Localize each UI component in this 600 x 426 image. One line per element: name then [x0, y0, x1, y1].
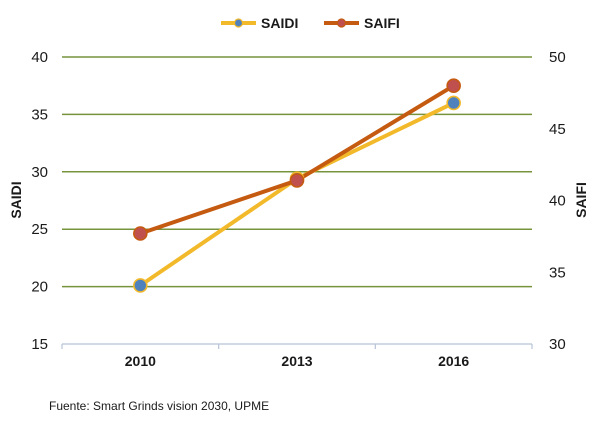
- y-right-tick-label: 40: [549, 193, 566, 210]
- axes: 15 20 25 30 35 40 30 35 40 45 50 2010 2013 2016: [31, 49, 565, 369]
- y-left-tick-label: 20: [31, 279, 48, 296]
- legend-marker-saidi: [233, 18, 244, 28]
- legend: SAIDI SAIFI: [221, 15, 400, 31]
- y-right-tick-label: 45: [549, 121, 566, 138]
- source-footnote: Fuente: Smart Grinds vision 2030, UPME: [49, 399, 269, 413]
- y-left-tick-label: 15: [31, 336, 48, 353]
- data-point-saifi-2010: [133, 226, 148, 241]
- data-point-saidi-2016: [446, 95, 461, 111]
- x-tick-label-2016: 2016: [438, 353, 469, 369]
- y-left-tick-label: 30: [31, 164, 48, 181]
- y-axis-right-title: SAIFI: [573, 182, 589, 218]
- legend-label-saidi: SAIDI: [261, 15, 298, 31]
- legend-marker-saifi: [336, 18, 347, 28]
- data-point-saifi-2013: [289, 173, 305, 188]
- series-line-saifi: [138, 83, 456, 236]
- data-point-saifi-2016: [446, 78, 461, 93]
- legend-label-saifi: SAIFI: [364, 15, 400, 31]
- y-axis-left-title: SAIDI: [8, 181, 24, 218]
- y-left-tick-label: 25: [31, 221, 48, 238]
- data-point-saidi-2010: [133, 278, 148, 293]
- series-line-saidi: [138, 100, 456, 288]
- y-right-tick-label: 35: [549, 264, 566, 281]
- y-right-tick-label: 30: [549, 336, 566, 353]
- x-tick-label-2010: 2010: [125, 353, 156, 369]
- y-left-tick-label: 35: [31, 106, 48, 123]
- y-right-tick-label: 50: [549, 49, 566, 66]
- y-left-tick-label: 40: [31, 49, 48, 66]
- series-markers: [133, 78, 461, 293]
- x-tick-label-2013: 2013: [281, 353, 312, 369]
